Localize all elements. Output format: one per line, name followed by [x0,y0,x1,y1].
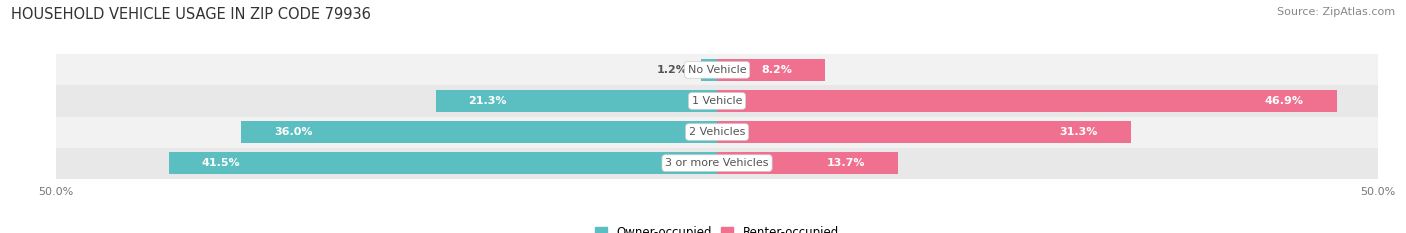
Bar [436,90,717,112]
Text: Source: ZipAtlas.com: Source: ZipAtlas.com [1277,7,1395,17]
Bar [717,121,1130,143]
Text: HOUSEHOLD VEHICLE USAGE IN ZIP CODE 79936: HOUSEHOLD VEHICLE USAGE IN ZIP CODE 7993… [11,7,371,22]
Bar [702,59,717,81]
Text: 8.2%: 8.2% [762,65,793,75]
Bar [56,116,1378,147]
Bar [717,90,1337,112]
Text: 2 Vehicles: 2 Vehicles [689,127,745,137]
Text: 31.3%: 31.3% [1059,127,1098,137]
Text: 41.5%: 41.5% [201,158,240,168]
Text: 21.3%: 21.3% [468,96,508,106]
Text: 13.7%: 13.7% [827,158,865,168]
Bar [56,147,1378,179]
Text: 1.2%: 1.2% [657,65,688,75]
Bar [56,54,1378,86]
Bar [56,86,1378,116]
Bar [717,152,898,174]
Text: No Vehicle: No Vehicle [688,65,747,75]
Legend: Owner-occupied, Renter-occupied: Owner-occupied, Renter-occupied [591,221,844,233]
Text: 1 Vehicle: 1 Vehicle [692,96,742,106]
Bar [169,152,717,174]
Text: 36.0%: 36.0% [274,127,312,137]
Bar [717,59,825,81]
Text: 46.9%: 46.9% [1265,96,1303,106]
Text: 3 or more Vehicles: 3 or more Vehicles [665,158,769,168]
Bar [242,121,717,143]
